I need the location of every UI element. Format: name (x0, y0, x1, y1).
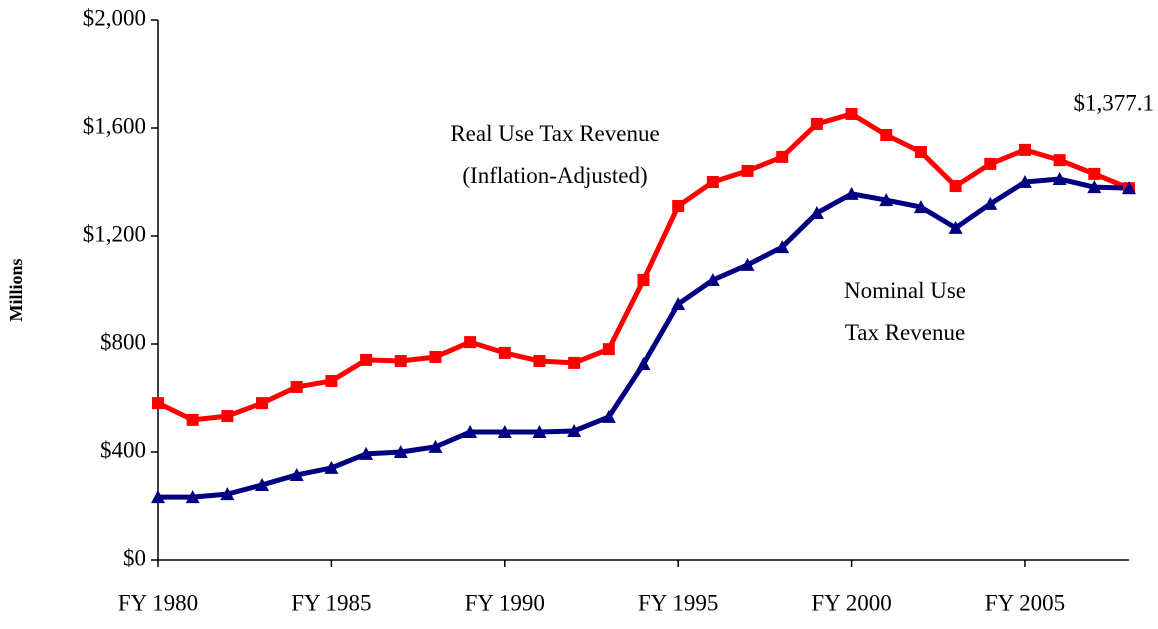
series-line (156, 111, 1130, 423)
marker (186, 413, 199, 426)
y-tick-label: $800 (100, 329, 146, 354)
marker (533, 355, 546, 368)
marker (1122, 181, 1136, 195)
marker (1087, 180, 1102, 194)
marker (775, 240, 790, 254)
marker (672, 200, 685, 213)
series-label: Real Use Tax Revenue (Inflation-Adjusted) (450, 121, 659, 188)
marker (983, 196, 998, 210)
marker (1018, 143, 1031, 156)
marker (913, 200, 928, 214)
marker (671, 297, 686, 311)
marker (498, 346, 511, 359)
marker (948, 220, 963, 234)
marker (464, 336, 477, 349)
marker (290, 380, 303, 393)
marker (255, 477, 270, 491)
marker (984, 157, 997, 170)
marker (602, 343, 615, 356)
series-line (158, 176, 1130, 500)
marker (706, 176, 719, 188)
x-tick-label: FY 1995 (638, 590, 718, 615)
marker (532, 425, 547, 439)
x-tick-label: FY 1990 (465, 590, 545, 615)
marker (394, 355, 407, 368)
marker (809, 206, 824, 220)
marker (1088, 167, 1101, 180)
x-tick-label: FY 1980 (118, 590, 198, 615)
marker (429, 350, 442, 363)
marker (1053, 154, 1066, 167)
marker (463, 425, 478, 439)
marker (705, 273, 720, 287)
marker (740, 257, 755, 271)
marker (151, 490, 165, 504)
marker (601, 409, 616, 423)
marker (185, 490, 200, 504)
marker (221, 410, 234, 423)
series-label: Nominal Use Tax Revenue (844, 278, 966, 345)
marker (393, 445, 408, 458)
y-axis-label: Millions (6, 258, 26, 321)
y-tick-label: $1,200 (83, 221, 146, 246)
x-tick-label: FY 2005 (985, 590, 1065, 615)
x-tick-label: FY 1985 (291, 590, 371, 615)
y-tick-label: $1,600 (83, 113, 146, 138)
marker (360, 353, 373, 366)
marker (636, 356, 651, 370)
y-tick-label: $0 (123, 545, 146, 570)
marker (152, 397, 164, 410)
x-tick-label: FY 2000 (811, 590, 891, 615)
marker (289, 467, 304, 481)
y-tick-label: $2,000 (83, 5, 146, 30)
marker (880, 129, 893, 142)
marker (845, 107, 858, 120)
marker (741, 164, 754, 177)
marker (879, 193, 894, 207)
marker (810, 117, 823, 130)
marker (324, 460, 339, 474)
marker (949, 180, 962, 193)
y-tick-label: $400 (100, 437, 146, 462)
marker (359, 446, 374, 460)
marker (914, 146, 927, 159)
marker (567, 423, 582, 437)
marker (844, 186, 859, 200)
marker (428, 439, 443, 453)
marker (1017, 175, 1032, 188)
marker (497, 425, 512, 439)
marker (568, 356, 581, 369)
value-label: $1,377.1 (1074, 90, 1155, 115)
marker (220, 487, 235, 501)
marker (776, 150, 789, 163)
marker (325, 374, 338, 387)
marker (256, 397, 269, 410)
marker (637, 274, 650, 287)
marker (1052, 172, 1067, 186)
